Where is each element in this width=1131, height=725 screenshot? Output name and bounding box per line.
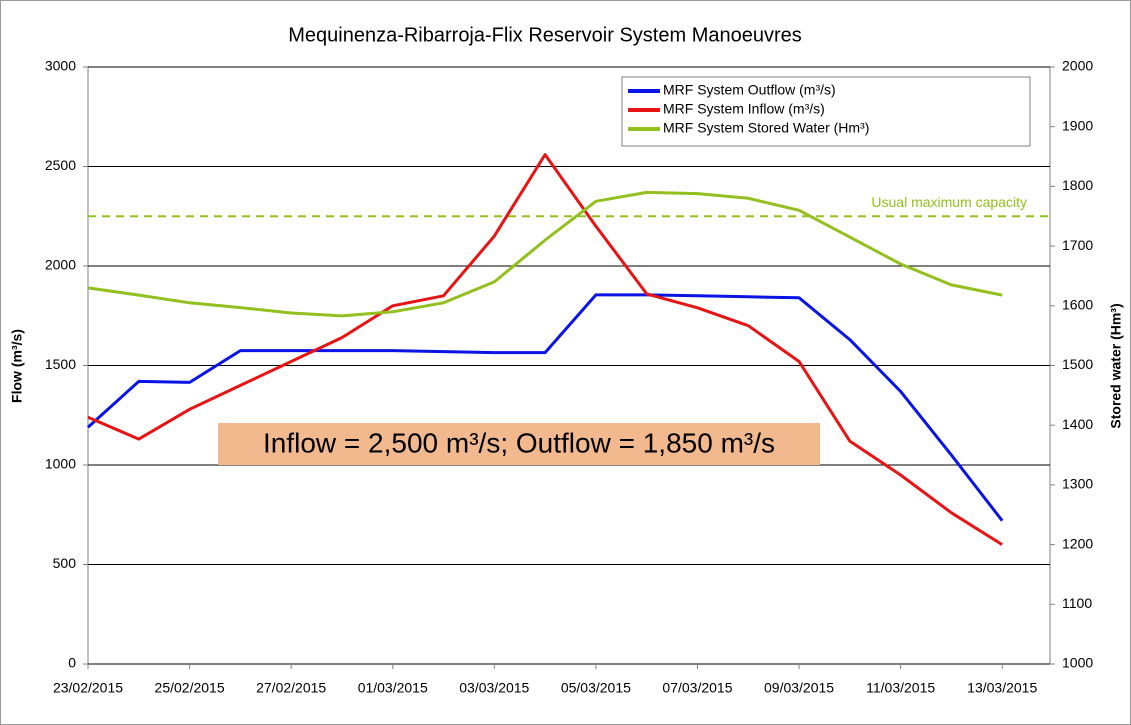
- legend-label: MRF System Stored Water (Hm³): [663, 120, 869, 136]
- reference-label: Usual maximum capacity: [871, 194, 1027, 210]
- legend-label: MRF System Outflow (m³/s): [663, 82, 836, 98]
- y2-axis-label: Stored water (Hm³): [1108, 303, 1124, 428]
- y2-tick-label: 1600: [1062, 297, 1093, 313]
- legend-box: [621, 76, 1031, 147]
- y2-tick-label: 1800: [1062, 177, 1093, 193]
- y2-tick-label: 2000: [1062, 58, 1093, 74]
- y2-tick-label: 1000: [1062, 655, 1093, 671]
- x-tick-label: 09/03/2015: [764, 680, 834, 696]
- series-line: [87, 190, 1003, 318]
- x-tick-label: 13/03/2015: [967, 680, 1037, 696]
- y-tick-label: 1000: [45, 456, 76, 472]
- series-line: [87, 153, 1003, 546]
- y2-tick-label: 1400: [1062, 416, 1093, 432]
- y2-tick-label: 1700: [1062, 237, 1093, 253]
- y-tick-label: 1500: [45, 356, 76, 372]
- annotation-box: [218, 423, 820, 465]
- annotation: Inflow = 2,500 m³/s; Outflow = 1,850 m³/…: [263, 427, 775, 458]
- y2-tick-label: 1100: [1062, 595, 1092, 611]
- y-tick-label: 2500: [45, 157, 76, 173]
- x-tick-label: 03/03/2015: [459, 680, 529, 696]
- y-tick-label: 500: [53, 555, 77, 571]
- y-tick-label: 3000: [45, 58, 76, 74]
- x-tick-label: 23/02/2015: [53, 680, 123, 696]
- chart-title: Mequinenza-Ribarroja-Flix Reservoir Syst…: [288, 24, 802, 46]
- y2-tick-label: 1200: [1062, 535, 1093, 551]
- legend-label: MRF System Inflow (m³/s): [663, 101, 825, 117]
- x-tick-label: 07/03/2015: [662, 680, 732, 696]
- y-tick-label: 0: [68, 655, 76, 671]
- x-tick-label: 05/03/2015: [561, 680, 631, 696]
- y2-tick-label: 1500: [1062, 356, 1093, 372]
- x-tick-label: 27/02/2015: [256, 680, 326, 696]
- x-tick-label: 01/03/2015: [358, 680, 428, 696]
- series-line: [86, 293, 1004, 522]
- y-tick-label: 2000: [45, 257, 76, 273]
- x-tick-label: 11/03/2015: [866, 680, 935, 696]
- x-tick-label: 25/02/2015: [155, 680, 225, 696]
- y2-tick-label: 1900: [1062, 117, 1093, 133]
- y2-tick-label: 1300: [1062, 476, 1093, 492]
- y-axis-label: Flow (m³/s): [9, 329, 25, 403]
